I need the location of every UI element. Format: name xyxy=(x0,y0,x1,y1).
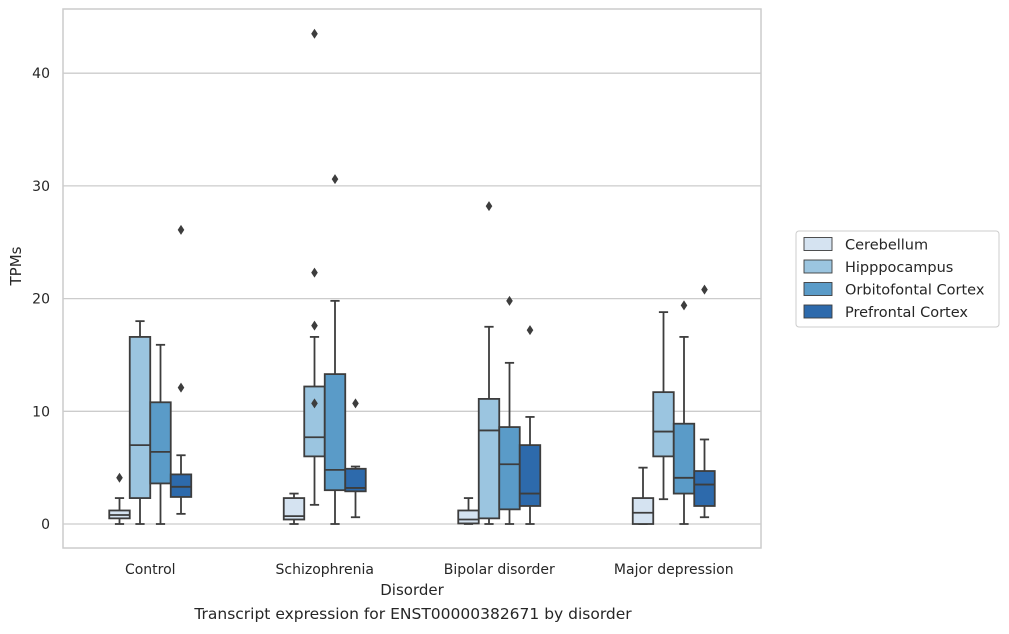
legend-swatch xyxy=(803,304,833,319)
box-body xyxy=(693,470,716,507)
y-tick-label: 10 xyxy=(32,404,50,420)
box-body xyxy=(518,444,542,507)
x-tick-label: Control xyxy=(125,562,176,578)
box-body xyxy=(169,473,193,498)
x-tick-labels: Control Schizophrenia Bipolar disorder Majo… xyxy=(125,562,734,578)
outlier-marker xyxy=(116,472,123,483)
box-body xyxy=(128,336,152,499)
y-tick-label: 40 xyxy=(32,66,50,82)
box-body xyxy=(631,497,655,525)
x-tick-label: Major depression xyxy=(614,562,734,578)
box-1-2 xyxy=(323,174,347,525)
box-body xyxy=(672,422,696,495)
box-3-3 xyxy=(693,284,716,519)
box-3-0 xyxy=(631,466,655,525)
x-tick-label: Schizophrenia xyxy=(276,562,374,578)
box-body xyxy=(498,426,521,511)
box-2-3 xyxy=(518,325,542,525)
outlier-marker xyxy=(177,224,185,235)
legend-label: Prefrontal Cortex xyxy=(845,305,968,321)
outlier-marker xyxy=(352,398,359,409)
outlier-marker xyxy=(311,320,318,331)
legend-label: Orbitofontal Cortex xyxy=(845,283,985,299)
box-3-2 xyxy=(672,300,696,525)
legend-label: Hipppocampus xyxy=(845,260,953,276)
legend: Cerebellum Hipppocampus Orbitofontal Corte… xyxy=(795,230,1000,328)
outlier-marker xyxy=(485,201,493,212)
box-body xyxy=(344,467,367,493)
box-0-0 xyxy=(108,472,131,525)
box-0-2 xyxy=(149,343,172,525)
box-2-1 xyxy=(477,201,501,525)
outlier-marker xyxy=(311,267,318,278)
box-body xyxy=(652,391,675,458)
y-tick-label: 30 xyxy=(32,179,50,195)
box-1-0 xyxy=(282,492,306,525)
box-body xyxy=(477,398,501,520)
outlier-marker xyxy=(311,398,318,409)
y-tick-label: 0 xyxy=(41,517,50,533)
outlier-marker xyxy=(680,300,688,311)
legend-label: Cerebellum xyxy=(845,238,928,254)
box-body xyxy=(323,373,347,492)
box-0-3 xyxy=(169,224,193,515)
legend-frame xyxy=(795,230,1000,328)
legend-swatch xyxy=(803,237,833,251)
box-body xyxy=(149,401,172,485)
y-tick-label: 20 xyxy=(32,292,50,308)
legend-swatch xyxy=(803,282,833,296)
box-1-3 xyxy=(344,398,367,519)
outlier-marker xyxy=(701,284,708,295)
x-axis-label: Disorder xyxy=(380,581,444,599)
box-0-1 xyxy=(128,320,152,525)
plot-frame xyxy=(62,8,762,549)
outlier-marker xyxy=(331,174,339,185)
box-body xyxy=(457,509,480,525)
outlier-marker xyxy=(311,28,318,39)
figure-caption: Transcript expression for ENST0000038267… xyxy=(194,605,632,623)
box-body xyxy=(303,385,326,458)
box-groups xyxy=(108,28,716,525)
outlier-marker xyxy=(526,325,534,336)
box-body xyxy=(282,497,306,521)
plot-background xyxy=(63,9,761,548)
y-axis-label: TPMs xyxy=(7,246,25,286)
y-tick-labels: 0 10 20 30 40 xyxy=(32,66,50,533)
box-plot-chart: 0 10 20 30 40 Control Schizophrenia Bipolar di… xyxy=(7,8,1000,599)
x-tick-label: Bipolar disorder xyxy=(444,562,555,578)
legend-swatch xyxy=(803,259,833,274)
outlier-marker xyxy=(177,382,185,393)
outlier-marker xyxy=(506,295,513,306)
